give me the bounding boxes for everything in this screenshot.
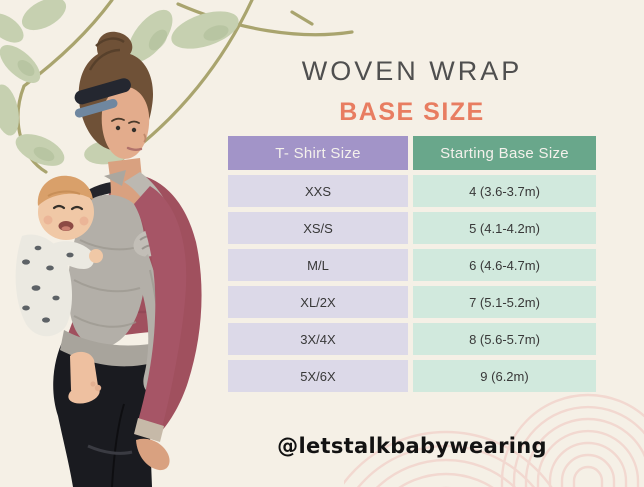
babywearing-photo <box>15 31 202 487</box>
table-cell-base: 9 (6.2m) <box>413 360 596 392</box>
table-cell-tshirt: 3X/4X <box>228 323 408 355</box>
page-title: WOVEN WRAP <box>301 56 523 86</box>
social-handle: @letstalkbabywearing <box>277 434 547 458</box>
table-cell-tshirt: 5X/6X <box>228 360 408 392</box>
table-cell-tshirt: XL/2X <box>228 286 408 318</box>
table-cell-base: 8 (5.6-5.7m) <box>413 323 596 355</box>
table-cell-base: 4 (3.6-3.7m) <box>413 175 596 207</box>
table-cell-base: 7 (5.1-5.2m) <box>413 286 596 318</box>
column-header-tshirt-size: T- Shirt Size <box>228 136 408 170</box>
table-cell-base: 5 (4.1-4.2m) <box>413 212 596 244</box>
table-cell-base: 6 (4.6-4.7m) <box>413 249 596 281</box>
table-cell-tshirt: M/L <box>228 249 408 281</box>
size-table: T- Shirt Size Starting Base Size XXS 4 (… <box>228 136 596 392</box>
table-cell-tshirt: XXS <box>228 175 408 207</box>
column-header-base-size: Starting Base Size <box>413 136 596 170</box>
table-cell-tshirt: XS/S <box>228 212 408 244</box>
page-subtitle: BASE SIZE <box>339 98 485 126</box>
